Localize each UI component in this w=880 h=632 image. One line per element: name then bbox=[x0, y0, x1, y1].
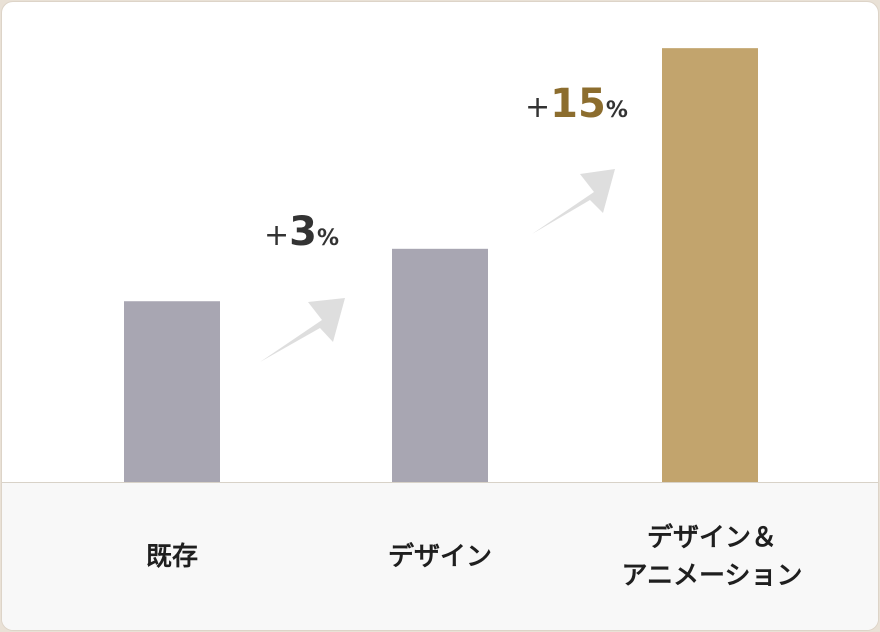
plus-sign: + bbox=[264, 218, 290, 253]
increase-annotation-15: +15% bbox=[525, 81, 628, 127]
category-label-design-animation: デザイン＆ アニメーション bbox=[621, 523, 803, 591]
category-band bbox=[2, 482, 878, 630]
plus-sign: + bbox=[525, 90, 551, 125]
growth-arrow-0 bbox=[260, 298, 345, 362]
increase-number: 3 bbox=[289, 209, 317, 255]
increase-number: 15 bbox=[550, 81, 606, 127]
bar-2 bbox=[662, 48, 758, 483]
bar-1 bbox=[392, 248, 488, 482]
category-label-design: デザイン bbox=[387, 542, 492, 572]
growth-arrow-1 bbox=[532, 169, 615, 234]
percent-unit: % bbox=[316, 226, 340, 251]
category-label-existing: 既存 bbox=[145, 542, 198, 572]
increase-annotation-3: +3% bbox=[264, 209, 339, 255]
bar-0 bbox=[124, 301, 220, 482]
percent-unit: % bbox=[605, 98, 628, 123]
